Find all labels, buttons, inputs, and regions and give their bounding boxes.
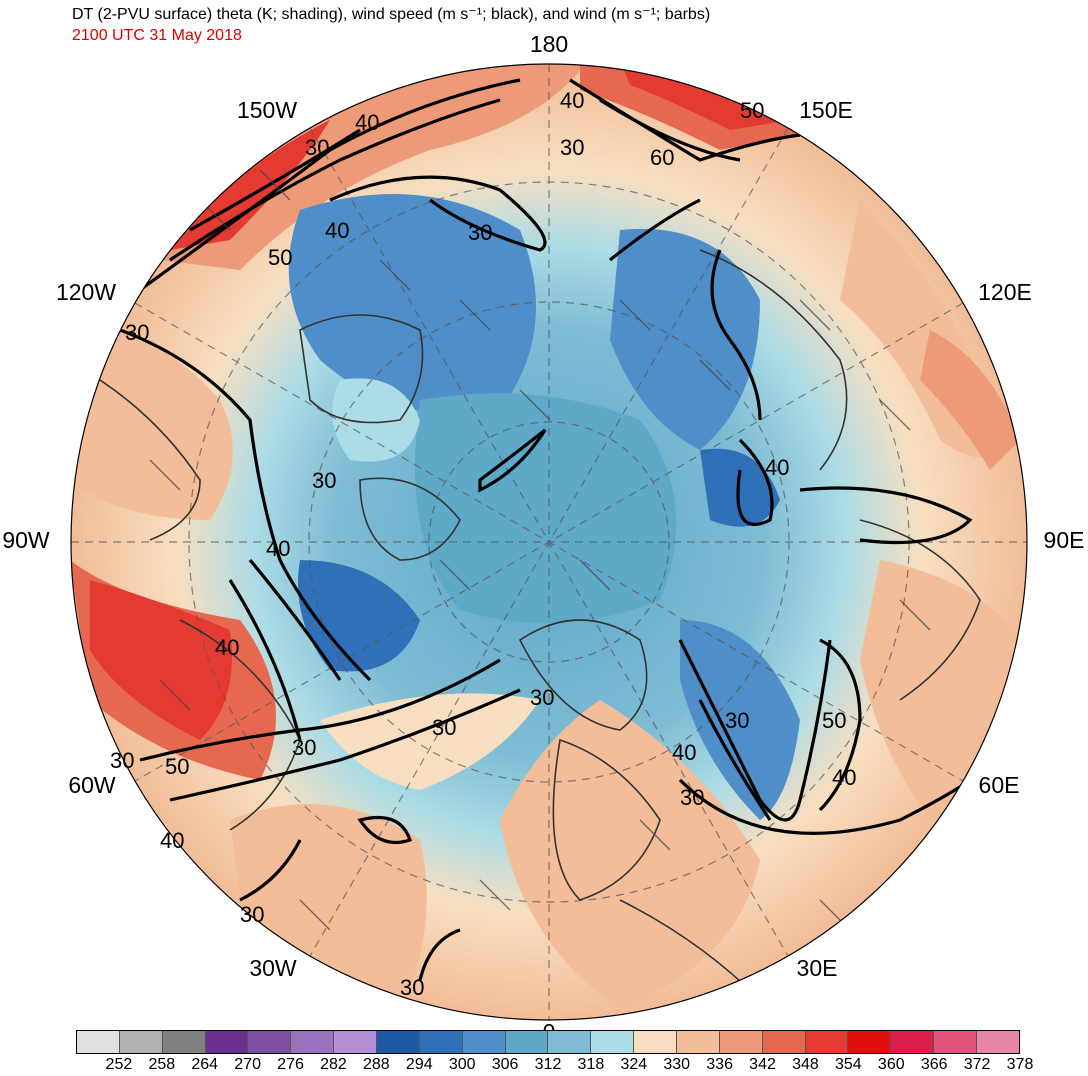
colorbar-swatch [248, 1031, 292, 1053]
lon-label-120w: 120W [56, 279, 116, 305]
colorbar-swatch [505, 1031, 549, 1053]
colorbar-tick-label: 366 [920, 1056, 948, 1073]
contour-labels: 40 30 50 60 30 40 30 40 50 30 40 30 40 4… [110, 88, 856, 1000]
contour-label: 30 [292, 735, 316, 760]
colorbar-tick-label: 336 [706, 1056, 733, 1073]
longitude-labels: 180 150E 120E 90E 60E 30E 0 30W 60W 90W … [2, 31, 1084, 1030]
contour-label: 50 [268, 245, 292, 270]
wind-barbs [149, 169, 931, 931]
theta-shading [71, 64, 1027, 1020]
colorbar-tick-label: 324 [620, 1056, 648, 1073]
colorbar-tick-label: 330 [663, 1056, 691, 1073]
colorbar-tick-label: 306 [491, 1056, 519, 1073]
colorbar-tick-label: 264 [191, 1056, 219, 1073]
colorbar-swatch [77, 1031, 120, 1053]
map-boundary [70, 63, 1028, 1021]
colorbar-labels: 252 258 264 270 276 282 288 294 300 306 312 318 324 3… [76, 1056, 1034, 1076]
lon-label-60e: 60E [979, 772, 1020, 798]
contour-label: 60 [650, 145, 674, 170]
contour-label: 30 [725, 708, 749, 733]
lon-label-180: 180 [530, 31, 568, 57]
contour-label: 40 [672, 740, 696, 765]
lon-label-90w: 90W [2, 527, 50, 553]
lon-label-150w: 150W [237, 97, 297, 123]
contour-label: 30 [400, 975, 424, 1000]
lon-label-90e: 90E [1044, 527, 1085, 553]
colorbar-swatch [634, 1031, 678, 1053]
lon-label-0: 0 [543, 1019, 556, 1030]
colorbar-tick-label: 258 [148, 1056, 176, 1073]
colorbar-swatch [162, 1031, 206, 1053]
contour-label: 40 [832, 765, 856, 790]
colorbar-swatch [291, 1031, 335, 1053]
contour-label: 30 [110, 748, 134, 773]
contour-label: 30 [530, 685, 554, 710]
colorbar-swatch [934, 1031, 978, 1053]
colorbar-swatch [719, 1031, 763, 1053]
colorbar-tick-label: 252 [105, 1056, 133, 1073]
colorbar-swatch [891, 1031, 935, 1053]
colorbar-tick-label: 318 [577, 1056, 605, 1073]
colorbar-tick-label: 348 [792, 1056, 819, 1073]
colorbar-tick-label: 342 [749, 1056, 776, 1073]
colorbar-swatch [548, 1031, 592, 1053]
lon-label-60w: 60W [68, 772, 116, 798]
colorbar-tick-label: 282 [320, 1056, 347, 1073]
contour-label: 40 [215, 635, 239, 660]
lon-label-120e: 120E [978, 279, 1032, 305]
colorbar-swatch [119, 1031, 163, 1053]
wind-speed-contours [119, 78, 1001, 981]
colorbar-swatch [419, 1031, 463, 1053]
colorbar-swatch [205, 1031, 249, 1053]
colorbar-tick-label: 300 [448, 1056, 476, 1073]
colorbar-swatch [977, 1031, 1019, 1053]
contour-label: 40 [160, 828, 184, 853]
contour-label: 40 [266, 536, 290, 561]
colorbar-tick-label: 288 [363, 1056, 390, 1073]
contour-label: 30 [680, 785, 704, 810]
contour-label: 30 [432, 715, 456, 740]
map-title: DT (2-PVU surface) theta (K; shading), w… [72, 6, 711, 23]
contour-label: 50 [740, 98, 764, 123]
colorbar-tick-label: 312 [534, 1056, 562, 1073]
title-block: DT (2-PVU surface) theta (K; shading), w… [72, 4, 710, 46]
contour-label: 50 [822, 708, 846, 733]
colorbar-tick-label: 276 [277, 1056, 304, 1073]
colorbar-swatch [462, 1031, 506, 1053]
lon-label-150e: 150E [799, 97, 853, 123]
contour-label: 30 [125, 320, 149, 345]
lon-label-30w: 30W [249, 955, 297, 981]
contour-label: 30 [468, 220, 492, 245]
colorbar-swatch [677, 1031, 720, 1053]
colorbar-tick-label: 378 [1006, 1056, 1034, 1073]
colorbar-tick-label: 360 [877, 1056, 905, 1073]
colorbar-swatch [334, 1031, 378, 1053]
contour-label: 30 [312, 468, 336, 493]
colorbar [76, 1030, 1020, 1054]
contour-label: 30 [560, 135, 584, 160]
contour-label: 40 [355, 110, 379, 135]
polar-map: 40 30 50 60 30 40 30 40 50 30 40 30 40 4… [2, 31, 1084, 1030]
contour-label: 40 [560, 88, 584, 113]
colorbar-swatch [377, 1031, 420, 1053]
valid-time: 2100 UTC 31 May 2018 [72, 27, 242, 44]
contour-label: 30 [240, 902, 264, 927]
lon-label-30e: 30E [797, 955, 838, 981]
colorbar-tick-label: 294 [405, 1056, 433, 1073]
colorbar-swatch [805, 1031, 849, 1053]
colorbar-tick-label: 354 [835, 1056, 862, 1073]
colorbar-swatch [591, 1031, 635, 1053]
colorbar-tick-label: 372 [963, 1056, 991, 1073]
contour-label: 40 [325, 218, 349, 243]
contour-label: 50 [165, 754, 189, 779]
colorbar-tick-label: 270 [234, 1056, 261, 1073]
colorbar-swatch [762, 1031, 806, 1053]
contour-label: 30 [305, 135, 329, 160]
contour-label: 40 [765, 455, 789, 480]
colorbar-swatch [848, 1031, 892, 1053]
